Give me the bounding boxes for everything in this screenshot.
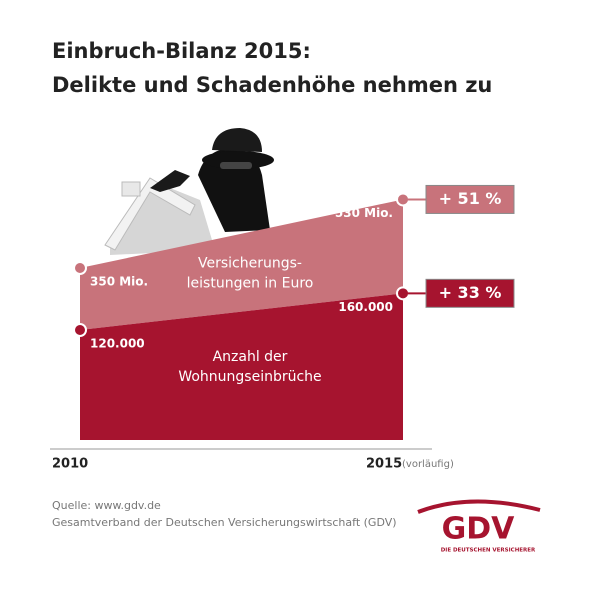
value-label: 350 Mio. [90, 275, 148, 289]
series-label: Wohnungseinbrüche [178, 369, 321, 385]
series-label: Versicherungs- [198, 256, 302, 272]
chart-title: Delikte und Schadenhöhe nehmen zu [52, 73, 492, 97]
change-label: + 51 % [439, 189, 502, 208]
value-label: 120.000 [90, 337, 145, 351]
area [80, 199, 403, 330]
value-label: 530 Mio. [335, 206, 393, 220]
point [73, 261, 87, 275]
change-box [425, 184, 515, 214]
value-label: 160.000 [338, 300, 393, 314]
source: Quelle: www.gdv.de [52, 499, 161, 512]
logo-arc [417, 499, 541, 514]
x-tick-label: 2015 [366, 457, 402, 472]
chart-title: Einbruch-Bilanz 2015: [52, 39, 311, 63]
area [80, 293, 403, 440]
point [73, 323, 87, 337]
series-label: Anzahl der [213, 349, 288, 365]
source: Gesamtverband der Deutschen Versicherung… [52, 516, 397, 529]
series-label: leistungen in Euro [187, 276, 314, 292]
x-tick-label: 2010 [52, 457, 88, 472]
logo: GDV [442, 512, 516, 547]
category-note: (vorläufig) [402, 459, 454, 470]
logo-tagline: DIE DEUTSCHEN VERSICHERER [441, 548, 536, 554]
change-box [425, 278, 515, 308]
illustration [104, 128, 274, 255]
change-label: + 33 % [439, 283, 502, 302]
